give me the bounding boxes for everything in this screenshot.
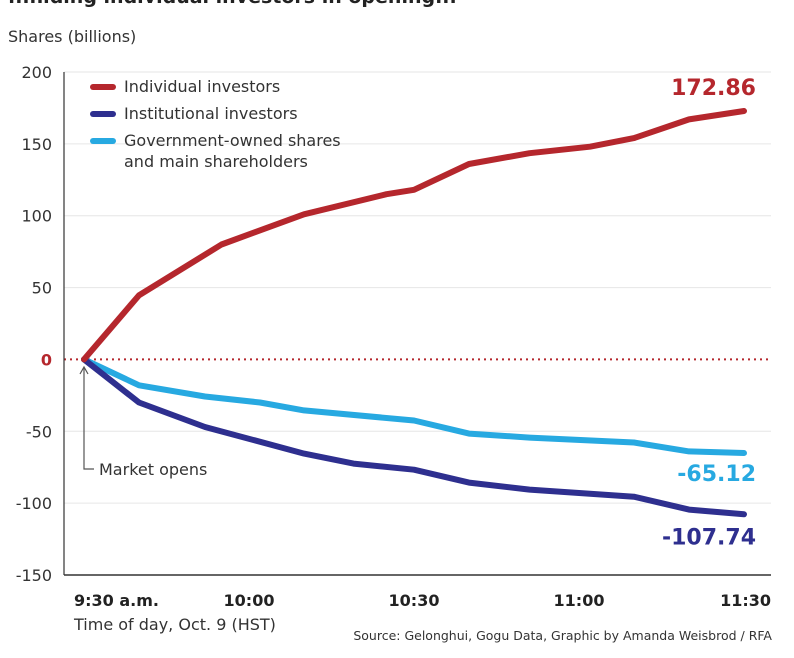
y-tick-label: 50	[32, 279, 52, 298]
clipped-title: ...hiding individual investors in openin…	[8, 0, 457, 8]
end-value-label: 172.86	[671, 76, 756, 101]
y-tick-label: 100	[21, 207, 52, 226]
x-tick-label: 10:00	[224, 591, 275, 610]
legend: Individual investors Institutional inves…	[90, 76, 341, 178]
legend-item-government: Government-owned shares and main shareho…	[90, 130, 341, 172]
end-value-label: -107.74	[662, 525, 756, 550]
legend-swatch	[90, 84, 116, 90]
legend-label: Institutional investors	[124, 104, 298, 123]
legend-label: Individual investors	[124, 77, 281, 96]
arrow-up-icon	[79, 365, 89, 375]
y-tick-label: -100	[16, 494, 52, 513]
y-tick-label: -50	[26, 422, 52, 441]
y-tick-label: 150	[21, 135, 52, 154]
series-line-2	[81, 356, 747, 456]
x-tick-label: 10:30	[389, 591, 440, 610]
x-axis-label: Time of day, Oct. 9 (HST)	[74, 615, 276, 634]
source-note: Source: Gelonghui, Gogu Data, Graphic by…	[353, 628, 772, 643]
legend-swatch	[90, 138, 116, 144]
legend-swatch	[90, 111, 116, 117]
y-axis-label: Shares (billions)	[8, 27, 137, 46]
end-value-label: -65.12	[677, 462, 756, 487]
x-tick-label: 9:30 a.m.	[74, 591, 159, 610]
series-line-0	[81, 108, 747, 363]
legend-label: Government-owned shares and main shareho…	[124, 131, 341, 171]
legend-item-individual: Individual investors	[90, 76, 341, 97]
legend-item-institutional: Institutional investors	[90, 103, 341, 124]
x-tick-label: 11:30	[720, 591, 771, 610]
y-tick-label: 200	[21, 63, 52, 82]
annotation-label: Market opens	[99, 460, 207, 479]
y-tick-label: -150	[16, 566, 52, 585]
annotation-leader	[83, 368, 94, 470]
y-tick-label: 0	[41, 350, 52, 369]
series-line-1	[81, 356, 747, 518]
x-tick-label: 11:00	[554, 591, 605, 610]
